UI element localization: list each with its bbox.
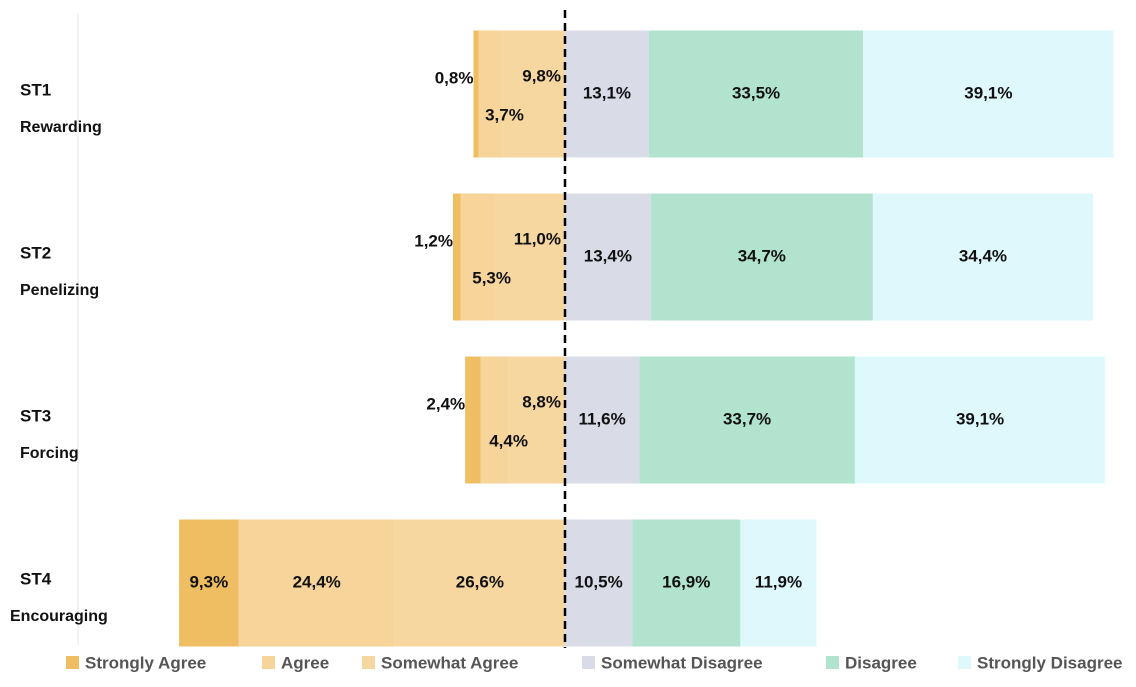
value-label: 2,4% — [426, 394, 465, 413]
value-label: 24,4% — [293, 572, 341, 591]
value-label: 9,8% — [522, 66, 561, 85]
legend-label: Somewhat Agree — [381, 653, 518, 672]
value-label: 9,3% — [189, 572, 228, 591]
value-label: 26,6% — [456, 572, 504, 591]
bar-segment — [478, 30, 503, 158]
value-label: 39,1% — [956, 409, 1004, 428]
value-label: 11,6% — [578, 409, 625, 428]
legend-label: Strongly Agree — [85, 653, 206, 672]
legend-label: Strongly Disagree — [977, 653, 1123, 672]
legend-swatch — [958, 656, 971, 669]
bar-segment — [565, 356, 640, 484]
legend-swatch — [66, 656, 79, 669]
bar-segment — [494, 193, 565, 321]
legend-label: Agree — [281, 653, 329, 672]
category-label: ST2 — [20, 243, 51, 262]
bar-segment — [639, 356, 855, 484]
value-label: 34,4% — [959, 246, 1007, 265]
bar-segment — [863, 30, 1114, 158]
bar-segment — [854, 356, 1106, 484]
category-label: ST1 — [20, 80, 51, 99]
value-label: 4,4% — [489, 431, 528, 450]
value-label: 16,9% — [662, 572, 710, 591]
bar-segment — [460, 193, 495, 321]
bar-segment — [465, 356, 481, 484]
bar-segment — [648, 30, 864, 158]
value-label: 33,7% — [723, 409, 771, 428]
category-label: ST3 — [20, 406, 51, 425]
category-description: Encouraging — [10, 608, 108, 625]
legend-swatch — [362, 656, 375, 669]
value-label: 1,2% — [414, 231, 453, 250]
bar-segment — [453, 193, 461, 321]
bar-segment — [632, 519, 741, 647]
value-label: 11,9% — [755, 572, 802, 591]
legend-swatch — [582, 656, 595, 669]
value-label: 39,1% — [964, 83, 1012, 102]
bar-segment — [238, 519, 395, 647]
bar-segment — [473, 30, 479, 158]
value-label: 11,0% — [514, 229, 561, 248]
value-label: 5,3% — [472, 268, 511, 287]
bar-segment — [394, 519, 565, 647]
bar-segment — [179, 519, 239, 647]
value-label: 13,4% — [584, 246, 632, 265]
bar-segment — [565, 519, 633, 647]
bar-segment — [740, 519, 817, 647]
bar-segment — [872, 193, 1093, 321]
legend-swatch — [826, 656, 839, 669]
value-label: 10,5% — [574, 572, 622, 591]
category-description: Rewarding — [20, 119, 102, 136]
bar-segment — [508, 356, 565, 484]
value-label: 33,5% — [732, 83, 780, 102]
legend-label: Somewhat Disagree — [601, 653, 763, 672]
bar-segment — [565, 193, 651, 321]
category-label: ST4 — [20, 569, 52, 588]
value-label: 13,1% — [583, 83, 631, 102]
category-description: Forcing — [20, 445, 79, 462]
legend-swatch — [262, 656, 275, 669]
bar-segment — [650, 193, 873, 321]
bar-segment — [480, 356, 509, 484]
bar-segment — [502, 30, 565, 158]
bar-segment — [565, 30, 649, 158]
legend-label: Disagree — [845, 653, 917, 672]
value-label: 8,8% — [522, 392, 561, 411]
category-description: Penelizing — [20, 282, 99, 299]
value-label: 34,7% — [738, 246, 786, 265]
value-label: 0,8% — [435, 68, 474, 87]
value-label: 3,7% — [485, 105, 524, 124]
